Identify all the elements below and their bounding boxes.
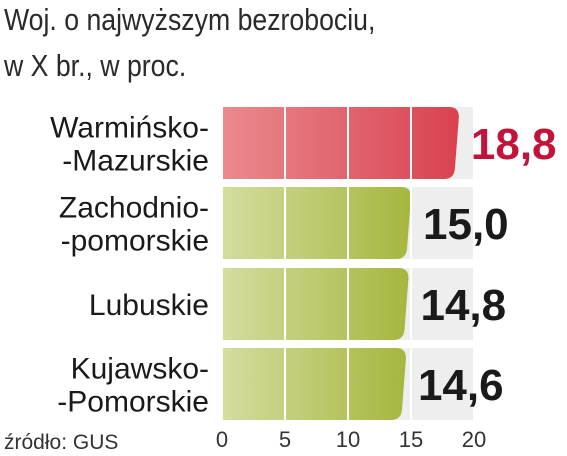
x-tick-label: 10 — [336, 427, 360, 452]
x-tick-label: 20 — [462, 427, 486, 452]
source-note: źródło: GUS — [4, 431, 118, 454]
category-label: Warmińsko- — [50, 112, 209, 145]
bar — [222, 268, 409, 340]
bar — [222, 107, 459, 179]
value-label: 14,8 — [420, 281, 506, 330]
chart-title-line-1: Woj. o najwyższym bezrobociu, — [4, 2, 376, 37]
value-label: 15,0 — [423, 200, 509, 249]
value-label: 18,8 — [471, 120, 557, 169]
chart-title-line-2: w X br., w proc. — [4, 48, 187, 83]
value-label: 14,6 — [418, 361, 504, 410]
category-label: Zachodnio- — [59, 192, 209, 225]
category-label: -Pomorskie — [57, 386, 209, 419]
bar — [222, 187, 411, 259]
category-label: Lubuskie — [89, 289, 209, 322]
category-label: -Mazurskie — [62, 145, 209, 178]
x-tick-label: 0 — [216, 427, 228, 452]
x-tick-label: 15 — [399, 427, 423, 452]
category-label: -pomorskie — [61, 225, 209, 258]
category-label: Kujawsko- — [71, 353, 209, 386]
x-tick-label: 5 — [279, 427, 291, 452]
bar — [222, 348, 406, 420]
